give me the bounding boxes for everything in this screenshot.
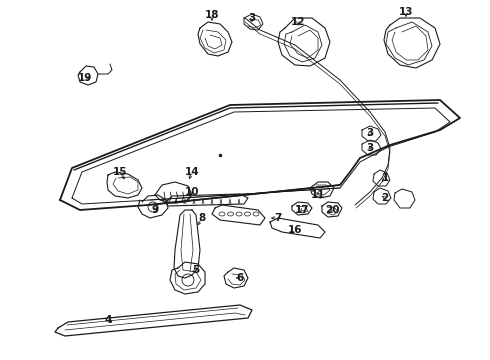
Text: 3: 3 [367, 128, 374, 138]
Text: 15: 15 [113, 167, 127, 177]
Text: 9: 9 [151, 205, 159, 215]
Text: 2: 2 [381, 193, 389, 203]
Text: 6: 6 [236, 273, 244, 283]
Text: 14: 14 [185, 167, 199, 177]
Text: 16: 16 [288, 225, 302, 235]
Text: 4: 4 [104, 315, 112, 325]
Text: 5: 5 [193, 265, 199, 275]
Text: 7: 7 [274, 213, 282, 223]
Text: 3: 3 [367, 143, 374, 153]
Text: 10: 10 [185, 187, 199, 197]
Text: 17: 17 [294, 205, 309, 215]
Text: 11: 11 [311, 190, 325, 200]
Text: 18: 18 [205, 10, 219, 20]
Text: 3: 3 [248, 13, 256, 23]
Text: 1: 1 [381, 173, 389, 183]
Text: 20: 20 [325, 205, 339, 215]
Text: 8: 8 [198, 213, 206, 223]
Text: 12: 12 [291, 17, 305, 27]
Text: 13: 13 [399, 7, 413, 17]
Text: 19: 19 [78, 73, 92, 83]
